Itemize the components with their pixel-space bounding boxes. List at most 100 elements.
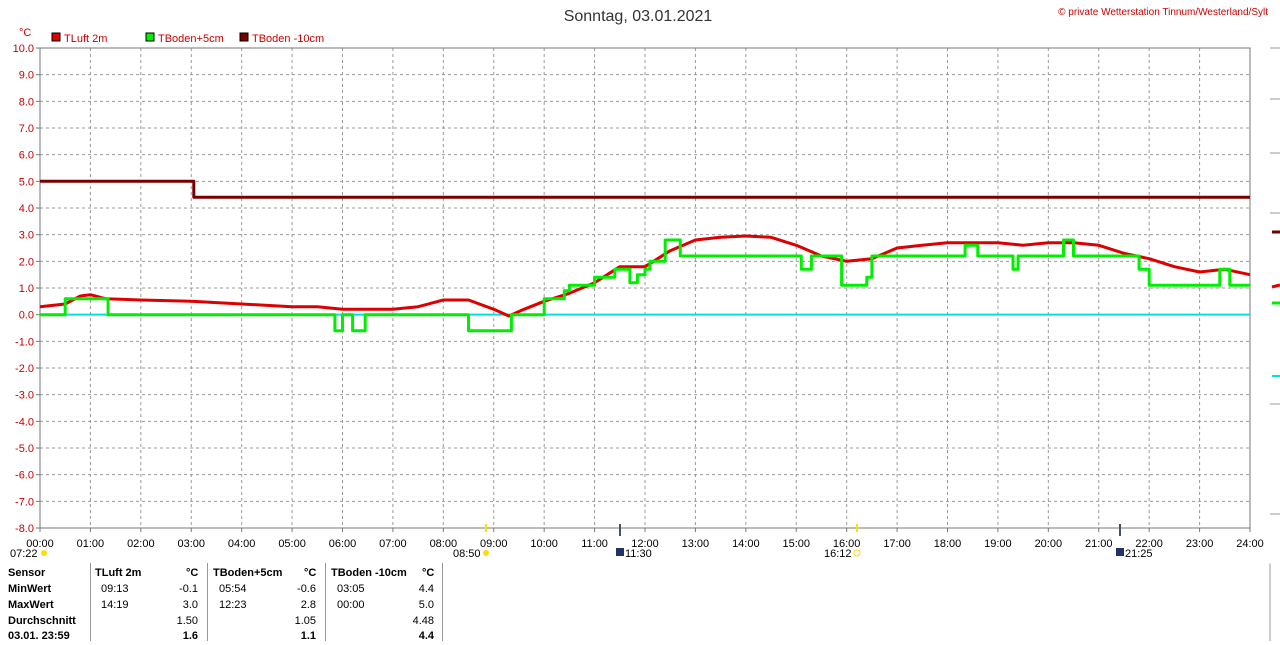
stats-separator bbox=[90, 563, 91, 641]
stats-value: 3.0 bbox=[182, 599, 198, 611]
y-tick-label: 1.0 bbox=[19, 283, 34, 295]
stats-row-min: MinWert 09:13 -0.1 05:54 -0.6 03:05 4.4 bbox=[4, 583, 442, 598]
y-axis-ticks: 10.0 9.0 8.0 7.0 6.0 5.0 4.0 3.0 2.0 1.0 0.0 -1.0 -2… bbox=[13, 43, 40, 535]
legend: TLuft 2m TBoden+5cm TBoden -10cm bbox=[51, 32, 324, 45]
x-tick-label: 10:00 bbox=[530, 538, 558, 550]
stats-row-avg: Durchschnitt 1.50 1.05 4.48 bbox=[4, 615, 442, 630]
stats-row-label: Durchschnitt bbox=[8, 615, 76, 627]
stats-value: 4.48 bbox=[412, 615, 434, 627]
y-tick-label: 9.0 bbox=[19, 70, 34, 82]
noon-time: 11:30 bbox=[625, 548, 652, 560]
stats-s2-header: TBoden+5cm bbox=[213, 567, 283, 579]
stats-time: 00:00 bbox=[337, 599, 365, 611]
x-tick-label: 02:00 bbox=[127, 538, 155, 550]
stats-value: 4.4 bbox=[418, 630, 434, 642]
stats-s1-header: TLuft 2m bbox=[95, 567, 142, 579]
y-unit-label: °C bbox=[19, 27, 31, 39]
stats-row-label: MinWert bbox=[8, 583, 52, 595]
stats-value: 1.50 bbox=[176, 615, 198, 627]
x-tick-label: 06:00 bbox=[329, 538, 357, 550]
y-tick-label: -2.0 bbox=[15, 363, 34, 375]
stats-value: 1.6 bbox=[182, 630, 198, 642]
stats-time: 05:54 bbox=[219, 583, 247, 595]
x-tick-label: 24:00 bbox=[1236, 538, 1264, 550]
x-tick-label: 07:00 bbox=[379, 538, 407, 550]
x-tick-label: 00:00 bbox=[26, 538, 54, 550]
legend-swatch-tboden10 bbox=[239, 32, 249, 42]
x-tick-label: 15:00 bbox=[782, 538, 810, 550]
stats-u1-header: °C bbox=[186, 567, 199, 579]
stats-row-current: 03.01. 23:59 1.6 1.1 4.4 bbox=[4, 630, 442, 645]
stats-u3-header: °C bbox=[422, 567, 435, 579]
y-tick-label: -1.0 bbox=[15, 336, 34, 348]
x-tick-label: 14:00 bbox=[732, 538, 760, 550]
y-tick-label: 8.0 bbox=[19, 96, 34, 108]
stats-row-label: MaxWert bbox=[8, 599, 54, 611]
stats-time: 12:23 bbox=[219, 599, 247, 611]
grid bbox=[39, 47, 1251, 529]
stats-table: Sensor TLuft 2m °C TBoden+5cm °C TBoden … bbox=[4, 563, 443, 642]
moon-time: 21:25 bbox=[1125, 548, 1153, 560]
series-lines bbox=[39, 179, 1251, 333]
y-tick-label: -6.0 bbox=[15, 470, 34, 482]
stats-time: 14:19 bbox=[101, 599, 129, 611]
sunrise-time: 07:22 bbox=[10, 548, 38, 560]
stats-time: 03:05 bbox=[337, 583, 365, 595]
stats-value: 5.0 bbox=[418, 599, 434, 611]
series-line-tboden10 bbox=[40, 179, 1250, 199]
y-tick-label: 10.0 bbox=[13, 43, 34, 55]
stats-row-label: 03.01. 23:59 bbox=[8, 630, 70, 642]
x-axis-ticks: 00:00 01:00 02:00 03:00 04:00 05:00 06:00 07:00… bbox=[26, 528, 1264, 550]
credit-text: © private Wetterstation Tinnum/Westerlan… bbox=[1058, 7, 1268, 18]
x-tick-label: 03:00 bbox=[177, 538, 205, 550]
x-tick-label: 18:00 bbox=[934, 538, 962, 550]
stats-value: 1.1 bbox=[300, 630, 316, 642]
stats-row-max: MaxWert 14:19 3.0 12:23 2.8 00:00 5.0 bbox=[4, 599, 442, 614]
y-tick-label: -8.0 bbox=[15, 523, 34, 535]
x-tick-label: 16:00 bbox=[833, 538, 861, 550]
chart-title: Sonntag, 03.01.2021 bbox=[564, 8, 713, 25]
stats-value: 4.4 bbox=[418, 583, 434, 595]
x-tick-label: 13:00 bbox=[682, 538, 710, 550]
y-tick-label: -7.0 bbox=[15, 496, 34, 508]
y-tick-label: 3.0 bbox=[19, 230, 34, 242]
stats-s3-header: TBoden -10cm bbox=[331, 567, 407, 579]
right-markers bbox=[1270, 47, 1280, 515]
y-tick-label: 0.0 bbox=[19, 310, 34, 322]
sun-marker-icon bbox=[483, 550, 489, 556]
y-tick-label: -4.0 bbox=[15, 416, 34, 428]
legend-label-tluft: TLuft 2m bbox=[64, 33, 107, 45]
sunrise-icon bbox=[41, 550, 47, 556]
x-tick-label: 21:00 bbox=[1085, 538, 1113, 550]
y-tick-label: 2.0 bbox=[19, 256, 34, 268]
stats-u2-header: °C bbox=[304, 567, 317, 579]
x-tick-label: 17:00 bbox=[883, 538, 911, 550]
moon-icon bbox=[616, 548, 624, 556]
stats-value: 1.05 bbox=[294, 615, 316, 627]
y-tick-label: 4.0 bbox=[19, 203, 34, 215]
stats-value: -0.1 bbox=[179, 583, 198, 595]
x-tick-label: 01:00 bbox=[77, 538, 105, 550]
x-tick-label: 20:00 bbox=[1035, 538, 1063, 550]
legend-swatch-tboden5 bbox=[145, 32, 155, 42]
event-markers: 07:22 08:50 11:30 16:12 21:25 bbox=[10, 524, 1153, 560]
x-tick-label: 22:00 bbox=[1135, 538, 1163, 550]
x-tick-label: 05:00 bbox=[278, 538, 306, 550]
x-tick-label: 04:00 bbox=[228, 538, 256, 550]
stats-header-row: Sensor TLuft 2m °C TBoden+5cm °C TBoden … bbox=[4, 567, 442, 582]
y-tick-label: 6.0 bbox=[19, 150, 34, 162]
y-tick-label: 5.0 bbox=[19, 176, 34, 188]
x-tick-label: 12:00 bbox=[631, 538, 659, 550]
legend-swatch-tluft bbox=[51, 32, 61, 42]
sunset-icon bbox=[853, 549, 861, 557]
series-line-tluft bbox=[39, 234, 1251, 318]
series-line-tboden5 bbox=[40, 238, 1250, 333]
x-tick-label: 19:00 bbox=[984, 538, 1012, 550]
stats-separator bbox=[325, 563, 326, 641]
x-tick-label: 23:00 bbox=[1186, 538, 1214, 550]
x-tick-label: 11:00 bbox=[581, 538, 608, 550]
y-tick-label: -5.0 bbox=[15, 443, 34, 455]
marker-0850-time: 08:50 bbox=[453, 548, 481, 560]
x-tick-label: 08:00 bbox=[430, 538, 458, 550]
stats-value: 2.8 bbox=[300, 599, 316, 611]
